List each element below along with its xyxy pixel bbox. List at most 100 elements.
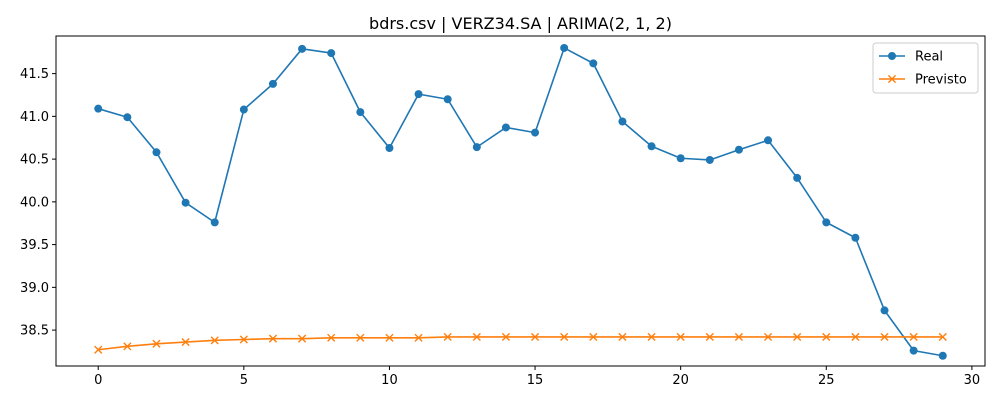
data-point	[385, 143, 394, 152]
data-point	[501, 332, 511, 342]
data-point	[880, 332, 889, 342]
data-point	[385, 333, 394, 342]
data-point	[268, 334, 278, 343]
marker-stroke	[94, 345, 103, 354]
data-point	[734, 332, 744, 342]
marker-stroke	[589, 332, 598, 342]
marker-stroke	[560, 332, 569, 342]
data-point	[880, 306, 889, 315]
data-point	[472, 332, 481, 342]
legend-label: Real	[915, 50, 943, 65]
data-point	[414, 333, 423, 342]
x-tick-label: 15	[527, 373, 544, 388]
marker-stroke	[647, 332, 656, 342]
data-point	[501, 123, 510, 132]
marker-stroke	[938, 332, 947, 342]
marker-stroke	[909, 332, 918, 342]
data-point	[705, 155, 714, 164]
data-point	[793, 332, 802, 342]
marker-stroke	[297, 334, 307, 343]
data-point	[152, 148, 161, 157]
y-tick-label: 41.0	[20, 110, 49, 125]
data-point	[589, 59, 598, 68]
marker-stroke	[880, 332, 889, 342]
data-point	[763, 332, 773, 342]
series-real	[94, 43, 947, 360]
data-point	[793, 173, 802, 182]
marker-stroke	[472, 332, 481, 342]
x-tick-label: 30	[964, 373, 981, 388]
marker-stroke	[530, 332, 540, 342]
chart-title: bdrs.csv | VERZ34.SA | ARIMA(2, 1, 2)	[369, 14, 672, 33]
data-point	[297, 334, 307, 343]
data-point	[822, 332, 831, 342]
marker-stroke	[705, 332, 714, 342]
data-point	[123, 113, 132, 122]
marker-stroke	[618, 332, 627, 342]
data-point	[327, 49, 336, 58]
data-point	[647, 142, 656, 151]
marker-stroke	[851, 332, 860, 342]
data-point	[531, 128, 540, 137]
legend-label: Previsto	[915, 73, 967, 88]
data-point	[210, 218, 219, 227]
data-point	[298, 44, 307, 53]
y-tick-label: 40.0	[20, 195, 49, 210]
marker-stroke	[356, 333, 365, 342]
y-tick-label: 38.5	[20, 324, 49, 339]
legend-item-real: Real	[879, 50, 943, 65]
data-point	[618, 117, 627, 126]
data-point	[909, 346, 918, 355]
data-point	[764, 136, 773, 145]
data-point	[938, 332, 947, 342]
marker-stroke	[414, 333, 423, 342]
y-tick-label: 39.5	[20, 238, 49, 253]
data-point	[705, 332, 714, 342]
data-point	[822, 218, 831, 227]
data-point	[94, 345, 103, 354]
x-tick-label: 10	[381, 373, 398, 388]
marker-stroke	[181, 337, 190, 347]
data-point	[589, 332, 598, 342]
data-point	[152, 339, 161, 348]
x-tick-label: 20	[672, 373, 689, 388]
data-point	[327, 333, 336, 342]
data-point	[676, 332, 685, 342]
data-point	[618, 332, 627, 342]
data-point	[938, 351, 947, 360]
marker-stroke	[734, 332, 744, 342]
legend-marker	[887, 74, 897, 84]
data-point	[676, 154, 685, 163]
marker-stroke	[210, 336, 219, 345]
marker-stroke	[443, 332, 452, 342]
data-point	[472, 143, 481, 152]
marker-stroke	[501, 332, 511, 342]
series-previsto	[94, 332, 947, 354]
data-point	[356, 108, 365, 117]
marker-stroke	[239, 335, 248, 344]
y-tick-label: 40.5	[20, 153, 49, 168]
data-point	[210, 336, 219, 345]
data-point	[181, 337, 190, 347]
legend-marker	[888, 52, 896, 60]
marker-stroke	[152, 339, 161, 348]
data-point	[239, 335, 248, 344]
data-point	[239, 105, 248, 114]
data-point	[356, 333, 365, 342]
marker-stroke	[327, 333, 336, 342]
data-point	[909, 332, 918, 342]
data-point	[530, 332, 540, 342]
x-tick-label: 0	[94, 373, 102, 388]
x-tick-label: 5	[240, 373, 248, 388]
marker-stroke	[676, 332, 685, 342]
data-point	[268, 79, 277, 88]
legend-item-previsto: Previsto	[879, 73, 967, 88]
plot-frame	[55, 35, 986, 367]
y-tick-label: 39.0	[20, 281, 49, 296]
marker-stroke	[123, 342, 132, 351]
data-point	[181, 198, 190, 207]
data-point	[647, 332, 656, 342]
data-point	[851, 332, 860, 342]
data-point	[560, 43, 569, 52]
